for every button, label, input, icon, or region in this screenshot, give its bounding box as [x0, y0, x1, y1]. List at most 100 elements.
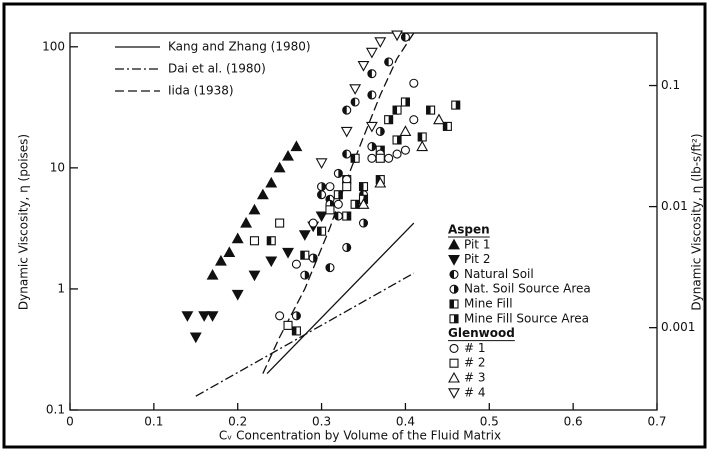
marker-half	[367, 69, 372, 78]
marker	[409, 78, 419, 88]
marker-shape	[189, 332, 202, 344]
marker-half	[363, 195, 368, 204]
marker-shape	[240, 216, 253, 228]
marker	[275, 311, 285, 321]
marker	[308, 253, 318, 263]
marker-shape	[282, 247, 294, 259]
marker-shape	[231, 289, 244, 301]
marker	[449, 284, 459, 294]
marker-half	[313, 254, 318, 263]
marker-half	[397, 135, 402, 144]
marker	[449, 314, 459, 324]
y-axis-label: Dynamic Viscosity, η (poises)	[17, 134, 31, 310]
marker	[315, 211, 328, 223]
marker-half	[355, 200, 360, 209]
marker	[282, 149, 294, 161]
marker-half	[359, 182, 364, 191]
legend-label: # 3	[464, 371, 486, 385]
marker	[231, 232, 244, 244]
marker-half	[388, 115, 393, 124]
marker	[282, 247, 294, 259]
marker	[442, 121, 452, 131]
marker-shape	[384, 153, 394, 163]
marker-half	[426, 106, 431, 115]
marker	[357, 198, 370, 209]
marker	[451, 100, 461, 110]
marker	[206, 311, 219, 322]
marker	[317, 182, 327, 192]
marker	[291, 311, 301, 321]
marker	[325, 205, 335, 215]
legend-group-title: Aspen	[448, 223, 490, 237]
marker-half	[371, 142, 376, 151]
marker-shape	[374, 176, 387, 188]
legend-label: # 1	[464, 341, 486, 355]
marker-half	[405, 97, 410, 106]
marker	[231, 289, 244, 301]
marker-shape	[433, 113, 445, 125]
marker-half	[450, 270, 454, 279]
marker-half	[443, 122, 448, 131]
marker	[400, 32, 410, 42]
marker	[449, 269, 459, 279]
marker-shape	[325, 182, 335, 192]
y-tick-label: 0.1	[46, 403, 65, 417]
marker-shape	[265, 256, 278, 268]
marker	[392, 105, 402, 115]
y2-tick-label: 0.001	[661, 320, 695, 334]
marker	[317, 226, 327, 236]
marker-half	[317, 190, 322, 199]
marker	[198, 311, 211, 322]
x-axis-label: Cᵥ Concentration by Volume of the Fluid …	[219, 429, 501, 443]
marker-shape	[315, 158, 328, 169]
marker-shape	[392, 149, 402, 159]
marker	[449, 343, 459, 353]
marker	[342, 149, 352, 159]
marker-shape	[375, 153, 385, 163]
y-tick-label: 1	[57, 281, 65, 295]
marker-shape	[449, 343, 459, 353]
marker	[300, 270, 310, 280]
marker-shape	[391, 30, 403, 42]
marker-half	[334, 212, 339, 221]
marker-shape	[181, 311, 194, 322]
marker	[350, 153, 360, 163]
marker	[265, 176, 278, 188]
marker-shape	[308, 218, 318, 228]
marker-half	[342, 150, 347, 159]
marker-half	[338, 169, 343, 178]
marker	[283, 320, 293, 330]
marker	[248, 270, 261, 282]
marker	[400, 145, 410, 155]
marker	[249, 236, 260, 246]
marker-shape	[249, 236, 260, 246]
marker	[367, 90, 377, 100]
marker	[365, 47, 378, 59]
marker-shape	[275, 311, 285, 321]
marker-shape	[206, 311, 219, 322]
marker	[358, 182, 369, 192]
marker-half	[384, 57, 389, 66]
marker-shape	[198, 311, 211, 322]
marker-shape	[349, 84, 362, 95]
marker-half	[418, 132, 423, 141]
marker-half	[450, 300, 454, 308]
marker-shape	[342, 182, 352, 192]
marker-half	[454, 285, 458, 294]
marker	[449, 299, 459, 309]
marker-shape	[416, 140, 429, 152]
marker-half	[321, 182, 326, 191]
marker	[350, 199, 360, 209]
marker	[315, 158, 328, 169]
marker	[333, 199, 343, 209]
marker	[449, 358, 459, 368]
marker-half	[351, 97, 356, 106]
marker	[375, 126, 385, 136]
marker	[333, 211, 343, 221]
marker-half	[292, 326, 297, 335]
marker-shape	[409, 78, 419, 88]
marker	[340, 126, 353, 138]
marker-shape	[215, 254, 227, 266]
fit-line	[195, 272, 415, 397]
